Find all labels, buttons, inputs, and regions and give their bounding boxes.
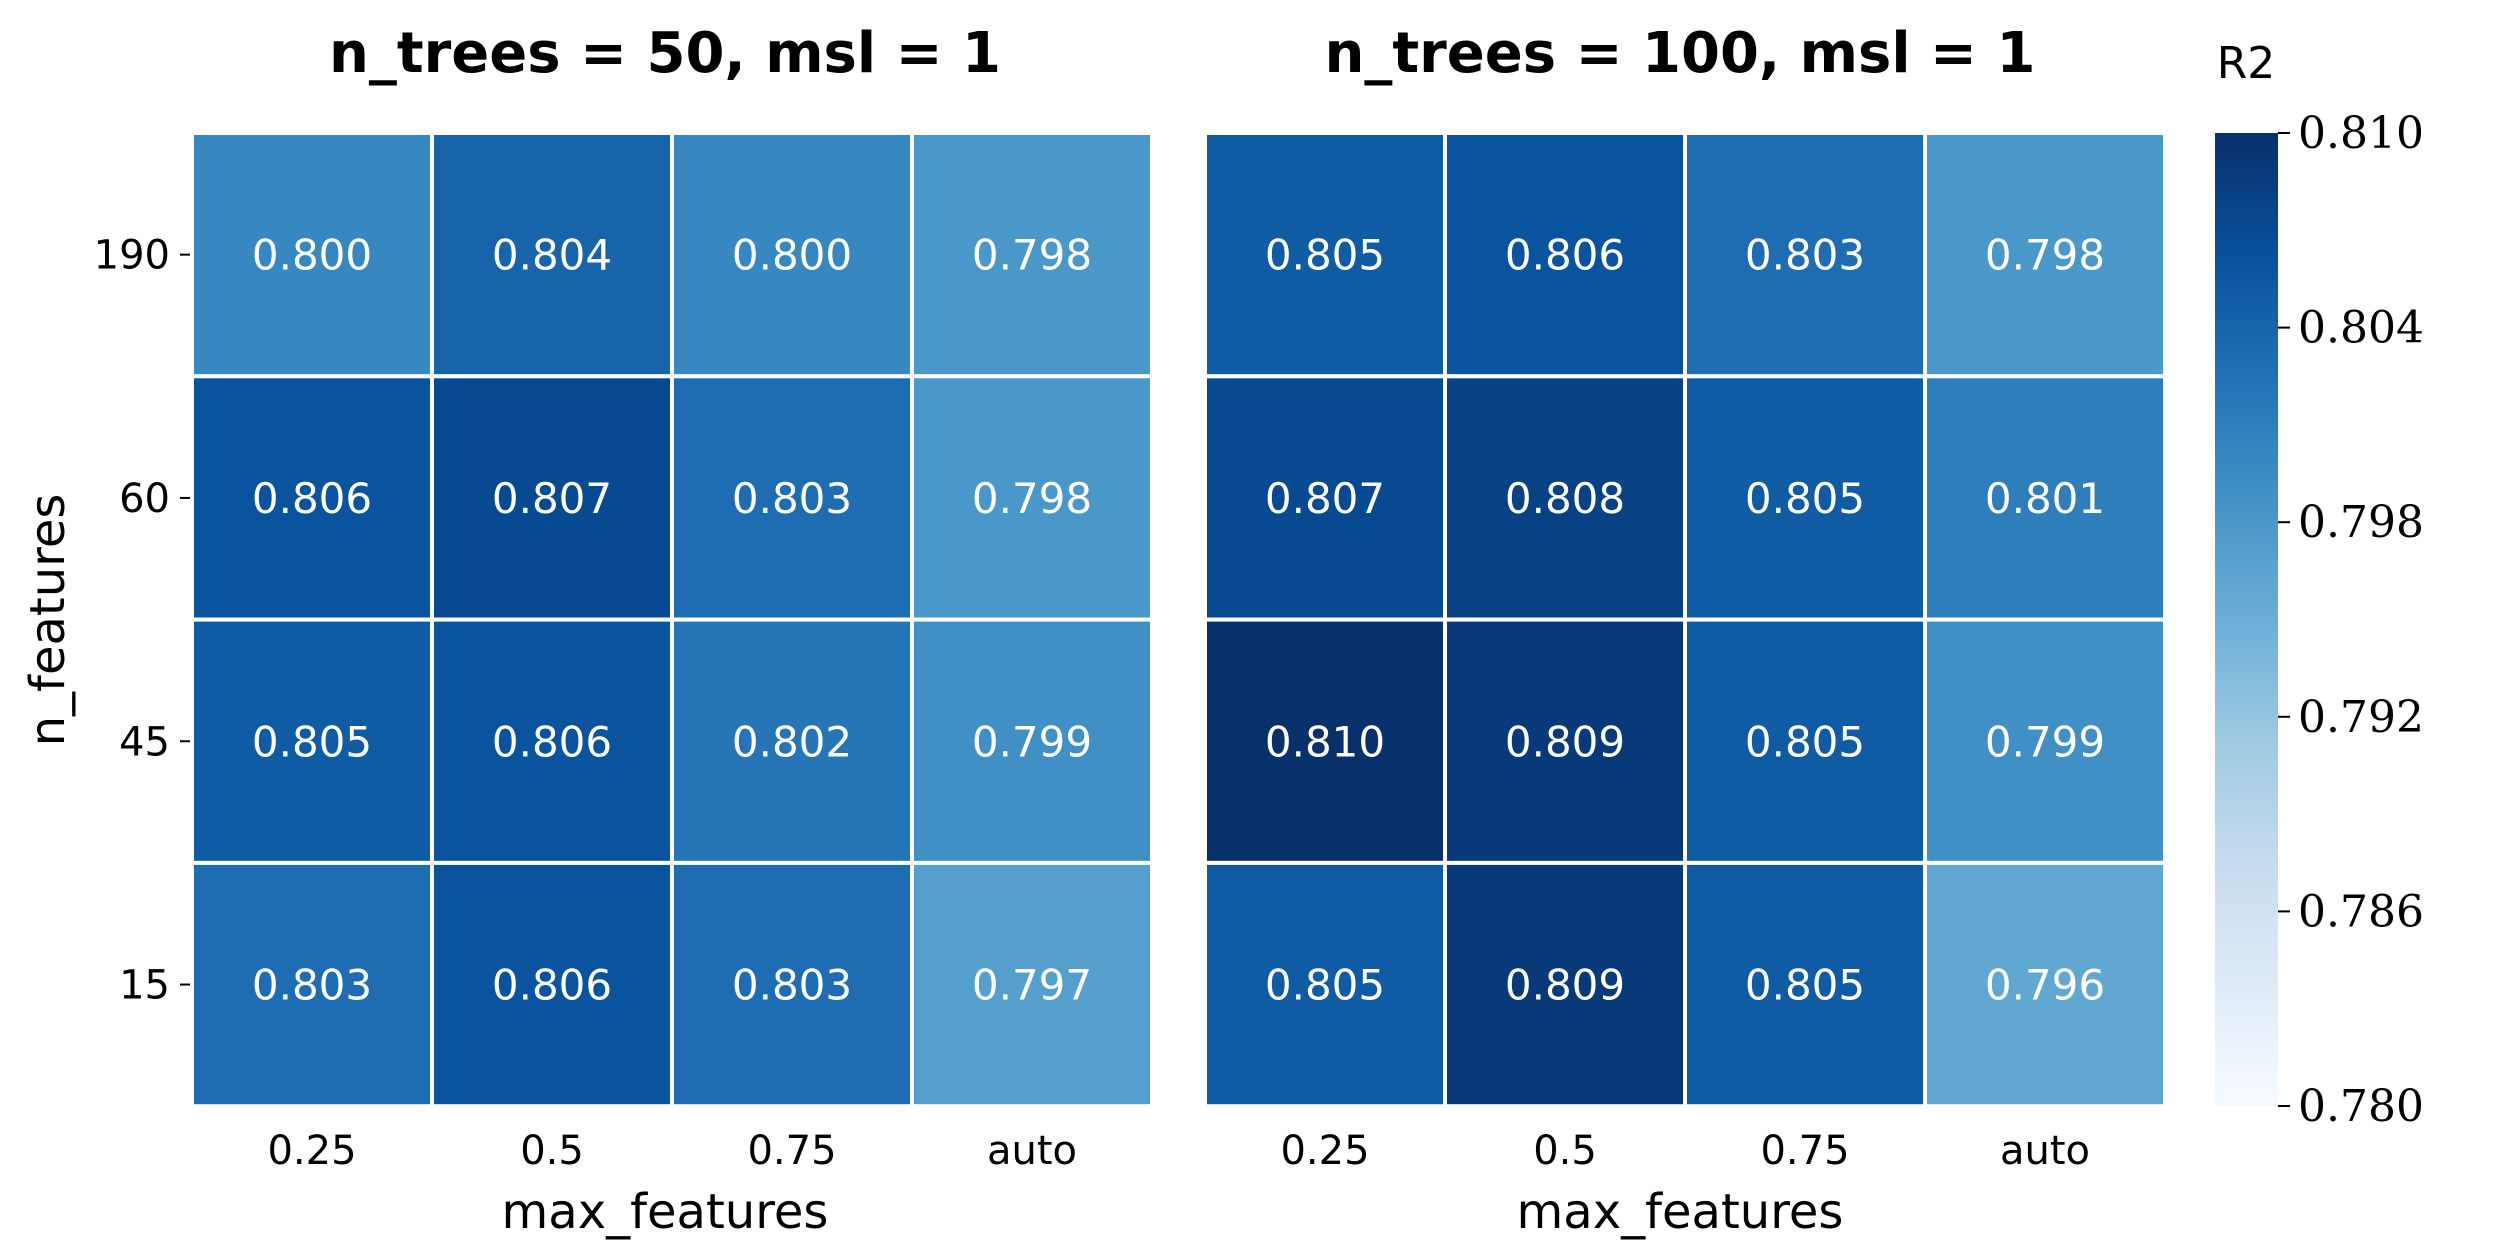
cell-value-label: 0.807 xyxy=(492,474,612,523)
panel-1-cells: 0.800 0.804 0.800 0.798 0.806 0.807 0.803 0.798… xyxy=(190,131,1154,1109)
cell-value-label: 0.806 xyxy=(252,474,372,523)
cell-value-label: 0.803 xyxy=(732,474,852,523)
panel-1-y-axis-label: n_features xyxy=(20,494,76,747)
cell-value-label: 0.798 xyxy=(1985,231,2105,280)
panel-1-x-ticks: 0.25 0.5 0.75 auto xyxy=(267,1128,1077,1174)
cell-value-label: 0.803 xyxy=(732,961,852,1010)
panel-2-title: n_trees = 100, msl = 1 xyxy=(1325,21,2036,86)
cell-value-label: 0.809 xyxy=(1505,961,1625,1010)
heatmap-cell xyxy=(910,617,1154,865)
heatmap-cell xyxy=(1443,617,1687,865)
cell-value-label: 0.799 xyxy=(972,717,1092,766)
colorbar: R2 0.810 0.804 0.798 0.792 0.786 0.780 xyxy=(2215,38,2424,1132)
heatmap-cell xyxy=(430,617,674,865)
y-tick-label: 60 xyxy=(119,476,170,522)
cell-value-label: 0.804 xyxy=(492,231,612,280)
colorbar-tick-label: 0.786 xyxy=(2298,886,2424,937)
colorbar-tick-label: 0.780 xyxy=(2298,1081,2424,1132)
x-tick-label: 0.75 xyxy=(747,1128,836,1174)
x-tick-label: 0.5 xyxy=(1533,1128,1597,1174)
heatmap-cell xyxy=(430,860,674,1109)
y-tick-label: 190 xyxy=(94,233,170,279)
heatmap-cell xyxy=(1923,860,2167,1109)
cell-value-label: 0.803 xyxy=(252,961,372,1010)
heatmap-cell xyxy=(1203,374,1447,622)
colorbar-gradient xyxy=(2215,133,2278,1106)
heatmap-cell xyxy=(1683,860,1927,1109)
heatmap-panel-2: n_trees = 100, msl = 1 0.805 0.806 0.803 0.… xyxy=(1203,21,2167,1240)
cell-value-label: 0.805 xyxy=(1745,474,1865,523)
y-tick-label: 15 xyxy=(119,963,170,1009)
cell-value-label: 0.805 xyxy=(252,717,372,766)
heatmap-cell xyxy=(1683,131,1927,379)
heatmap-cell xyxy=(190,860,434,1109)
heatmap-cell xyxy=(1203,860,1447,1109)
cell-value-label: 0.805 xyxy=(1745,717,1865,766)
x-tick-label: 0.25 xyxy=(267,1128,356,1174)
cell-value-label: 0.800 xyxy=(732,231,852,280)
colorbar-tick-label: 0.810 xyxy=(2298,108,2424,159)
heatmap-cell xyxy=(910,374,1154,622)
x-tick-label: 0.5 xyxy=(520,1128,584,1174)
heatmap-cell xyxy=(670,374,914,622)
panel-2-cells: 0.805 0.806 0.803 0.798 0.807 0.808 0.805 0.801… xyxy=(1203,131,2167,1109)
heatmap-cell xyxy=(910,860,1154,1109)
cell-value-label: 0.799 xyxy=(1985,717,2105,766)
x-tick-label: 0.75 xyxy=(1760,1128,1849,1174)
colorbar-label: R2 xyxy=(2217,38,2276,89)
x-tick-label: auto xyxy=(2000,1128,2090,1174)
colorbar-tick-label: 0.792 xyxy=(2298,692,2424,743)
x-tick-label: 0.25 xyxy=(1280,1128,1369,1174)
cell-value-label: 0.797 xyxy=(972,961,1092,1010)
heatmap-cell xyxy=(1443,860,1687,1109)
panel-1-x-axis-label: max_features xyxy=(502,1184,829,1240)
panel-2-x-ticks: 0.25 0.5 0.75 auto xyxy=(1280,1128,2090,1174)
cell-value-label: 0.798 xyxy=(972,474,1092,523)
cell-value-label: 0.801 xyxy=(1985,474,2105,523)
cell-value-label: 0.798 xyxy=(972,231,1092,280)
cell-value-label: 0.805 xyxy=(1265,231,1385,280)
colorbar-ticks: 0.810 0.804 0.798 0.792 0.786 0.780 xyxy=(2278,108,2424,1132)
heatmap-cell xyxy=(1203,617,1447,865)
cell-value-label: 0.803 xyxy=(1745,231,1865,280)
heatmap-panel-1: n_trees = 50, msl = 1 0.800 0.804 0.800 0.7… xyxy=(20,21,1154,1240)
heatmap-cell xyxy=(910,131,1154,379)
cell-value-label: 0.806 xyxy=(1505,231,1625,280)
y-tick-label: 45 xyxy=(119,719,170,765)
panel-1-title: n_trees = 50, msl = 1 xyxy=(329,21,1001,86)
cell-value-label: 0.802 xyxy=(732,717,852,766)
panel-2-x-axis-label: max_features xyxy=(1517,1184,1844,1240)
cell-value-label: 0.800 xyxy=(252,231,372,280)
colorbar-tick-label: 0.798 xyxy=(2298,497,2424,548)
cell-value-label: 0.806 xyxy=(492,717,612,766)
panel-1-y-ticks: 190 60 45 15 xyxy=(94,233,190,1009)
cell-value-label: 0.807 xyxy=(1265,474,1385,523)
heatmap-cell xyxy=(1923,131,2167,379)
heatmap-cell xyxy=(1923,617,2167,865)
cell-value-label: 0.810 xyxy=(1265,717,1385,766)
cell-value-label: 0.805 xyxy=(1265,961,1385,1010)
heatmap-cell xyxy=(1923,374,2167,622)
cell-value-label: 0.806 xyxy=(492,961,612,1010)
colorbar-tick-label: 0.804 xyxy=(2298,303,2424,354)
cell-value-label: 0.796 xyxy=(1985,961,2105,1010)
heatmap-cell xyxy=(670,860,914,1109)
heatmap-cell xyxy=(1443,374,1687,622)
x-tick-label: auto xyxy=(987,1128,1077,1174)
cell-value-label: 0.809 xyxy=(1505,717,1625,766)
cell-value-label: 0.808 xyxy=(1505,474,1625,523)
cell-value-label: 0.805 xyxy=(1745,961,1865,1010)
heatmap-cell xyxy=(670,131,914,379)
